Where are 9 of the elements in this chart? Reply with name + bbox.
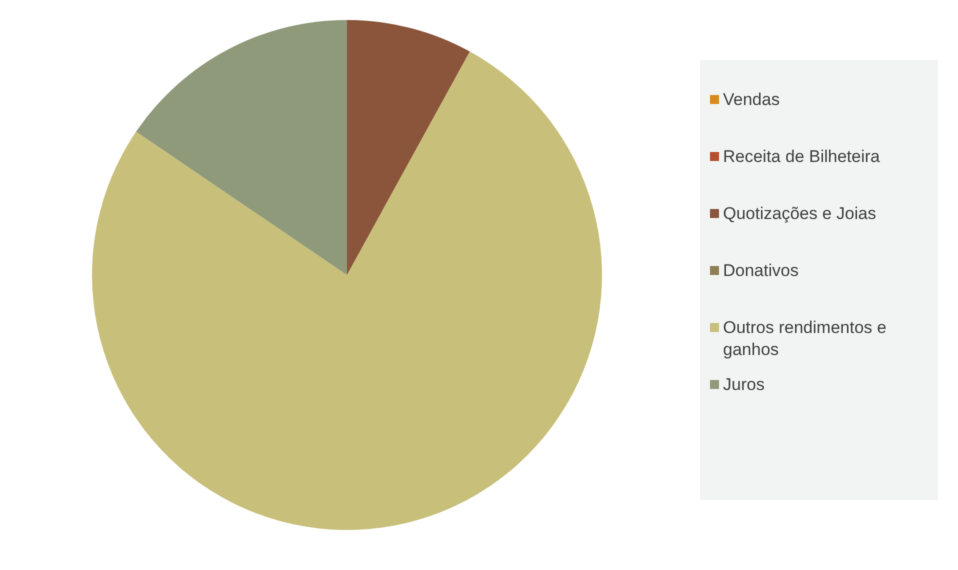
legend-label: Juros — [723, 375, 765, 394]
legend-label: Donativos — [723, 261, 799, 280]
pie-slice — [347, 20, 470, 275]
pie-slice — [136, 20, 347, 275]
legend-label: Quotizações e Joias — [723, 204, 876, 223]
legend-label: Outros rendimentos e ganhos — [723, 318, 886, 359]
legend-label: Vendas — [723, 90, 780, 109]
pie-slice — [92, 52, 602, 530]
legend-label: Receita de Bilheteira — [723, 147, 880, 166]
